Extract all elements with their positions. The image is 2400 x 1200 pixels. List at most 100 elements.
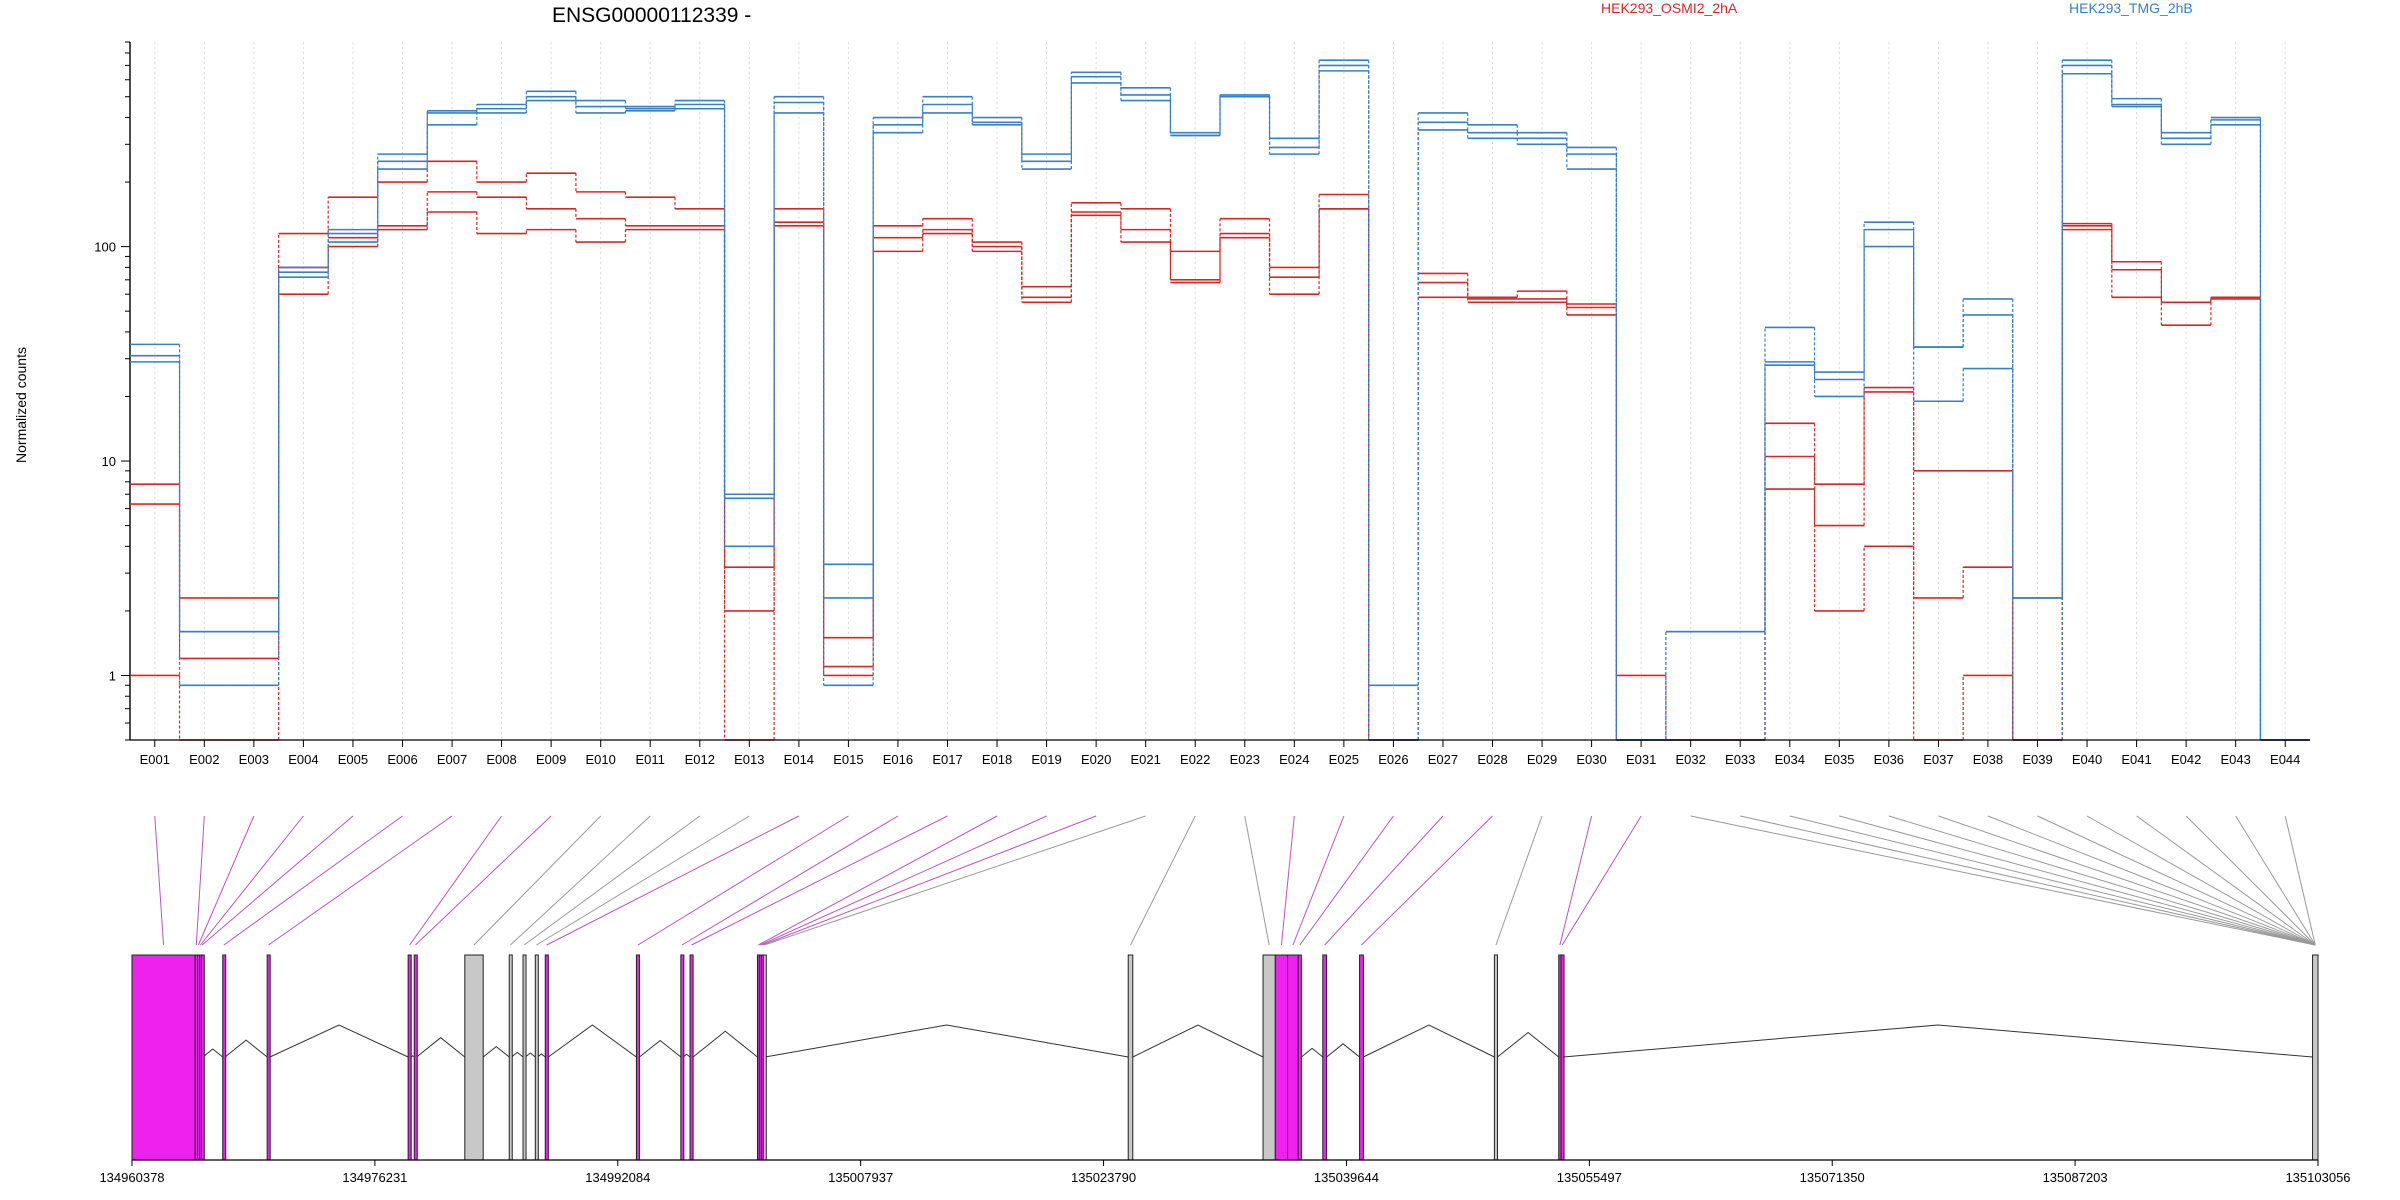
intron bbox=[1497, 1031, 1560, 1058]
x-tick-label: E041 bbox=[2121, 752, 2151, 767]
genomic-tick-label: 135103056 bbox=[2285, 1170, 2350, 1185]
x-tick-label: E031 bbox=[1626, 752, 1656, 767]
exon-connector bbox=[1987, 815, 2316, 946]
intron bbox=[416, 1037, 466, 1058]
exon-connector bbox=[197, 815, 255, 946]
exon-connector bbox=[536, 815, 750, 946]
x-tick-label: E004 bbox=[288, 752, 318, 767]
genomic-tick-label: 134976231 bbox=[342, 1170, 407, 1185]
x-tick-label: E013 bbox=[734, 752, 764, 767]
intron bbox=[269, 1024, 409, 1058]
exon-connector bbox=[1938, 815, 2316, 946]
exon-connector bbox=[1361, 815, 1493, 946]
exon-connector bbox=[2185, 815, 2316, 946]
x-tick-label: E012 bbox=[685, 752, 715, 767]
intron bbox=[537, 1053, 546, 1058]
x-tick-label: E038 bbox=[1973, 752, 2003, 767]
exon-connector bbox=[1299, 815, 1394, 946]
exon-connector bbox=[1324, 815, 1444, 946]
y-tick-label: 10 bbox=[102, 454, 116, 469]
x-tick-label: E043 bbox=[2220, 752, 2250, 767]
x-tick-label: E019 bbox=[1031, 752, 1061, 767]
exon-box bbox=[680, 954, 685, 1161]
x-tick-label: E018 bbox=[982, 752, 1012, 767]
exon-box bbox=[544, 954, 549, 1161]
intron bbox=[639, 1039, 682, 1058]
intron bbox=[765, 1024, 1129, 1058]
exon-connector bbox=[762, 815, 1097, 946]
x-tick-label: E001 bbox=[140, 752, 170, 767]
exon-connector bbox=[546, 815, 800, 946]
intron bbox=[1132, 1024, 1264, 1058]
exon-box bbox=[1560, 954, 1565, 1161]
genomic-tick-label: 135039644 bbox=[1314, 1170, 1379, 1185]
exon-connector bbox=[1292, 815, 1345, 946]
gene-model bbox=[131, 954, 2319, 1161]
exon-connector bbox=[2284, 815, 2316, 946]
exon-connector bbox=[1280, 815, 1295, 946]
legend-item-tmg: HEK293_TMG_2hB bbox=[2069, 0, 2193, 16]
intron bbox=[410, 1055, 415, 1058]
y-axis-label: Normalized counts bbox=[13, 347, 29, 463]
x-tick-label: E006 bbox=[387, 752, 417, 767]
x-tick-label: E037 bbox=[1923, 752, 1953, 767]
y-tick-label: 1 bbox=[109, 668, 116, 683]
exon-box bbox=[689, 954, 694, 1161]
exon-connector bbox=[268, 815, 453, 946]
intron bbox=[224, 1039, 268, 1058]
exon-box bbox=[1287, 954, 1299, 1161]
exon-connector bbox=[2235, 815, 2316, 946]
exon-box bbox=[131, 954, 196, 1161]
exon-connector bbox=[1839, 815, 2316, 946]
x-axis: E001 E002 E003 E004 E005 E006 E007 E008 E009 E010… bbox=[130, 739, 2310, 767]
exon-box bbox=[200, 954, 205, 1161]
x-tick-label: E005 bbox=[338, 752, 368, 767]
exon-connector bbox=[1789, 815, 2316, 946]
exon-connector bbox=[2037, 815, 2316, 946]
series-layer bbox=[130, 59, 2310, 741]
chart-title: ENSG00000112339 - bbox=[552, 4, 751, 27]
exon-box bbox=[1493, 954, 1498, 1161]
exon-connector bbox=[1888, 815, 2316, 946]
exon-box bbox=[1274, 954, 1289, 1161]
x-tick-label: E044 bbox=[2270, 752, 2300, 767]
intron bbox=[1563, 1024, 2313, 1058]
exon-box bbox=[1297, 954, 1302, 1161]
genomic-tick-label: 135087203 bbox=[2043, 1170, 2108, 1185]
exon-connector bbox=[1130, 815, 1196, 946]
exon-box bbox=[1127, 954, 1134, 1161]
x-tick-label: E036 bbox=[1874, 752, 1904, 767]
exon-connector bbox=[681, 815, 899, 946]
genomic-tick-label: 135071350 bbox=[1800, 1170, 1865, 1185]
exon-connector bbox=[637, 815, 849, 946]
exon-box bbox=[464, 954, 484, 1161]
exon-box bbox=[2312, 954, 2319, 1161]
exon-connector bbox=[1244, 815, 1270, 946]
x-tick-label: E022 bbox=[1180, 752, 1210, 767]
exon-connector bbox=[764, 815, 1146, 946]
exon-connector bbox=[2086, 815, 2316, 946]
exon-box bbox=[222, 954, 227, 1161]
legend-item-osmi2: HEK293_OSMI2_2hA bbox=[1601, 0, 1738, 16]
exon-connector bbox=[223, 815, 403, 946]
series-6 bbox=[130, 70, 2310, 741]
exon-connector bbox=[1690, 815, 2316, 946]
exon-connector bbox=[691, 815, 948, 946]
y-axis: 1 10 100 bbox=[94, 41, 131, 741]
y-tick-label: 100 bbox=[94, 240, 116, 255]
x-tick-label: E032 bbox=[1675, 752, 1705, 767]
exon-box bbox=[413, 954, 418, 1161]
intron bbox=[692, 1030, 758, 1058]
exon-grid bbox=[154, 42, 2286, 740]
exon-connector bbox=[760, 815, 1047, 946]
genomic-tick-label: 134992084 bbox=[585, 1170, 650, 1185]
x-tick-label: E024 bbox=[1279, 752, 1309, 767]
x-tick-label: E040 bbox=[2072, 752, 2102, 767]
exon-connector bbox=[154, 815, 165, 946]
x-tick-label: E021 bbox=[1130, 752, 1160, 767]
x-tick-label: E027 bbox=[1428, 752, 1458, 767]
x-tick-label: E020 bbox=[1081, 752, 1111, 767]
exon-box bbox=[762, 954, 767, 1161]
intron bbox=[525, 1052, 536, 1058]
